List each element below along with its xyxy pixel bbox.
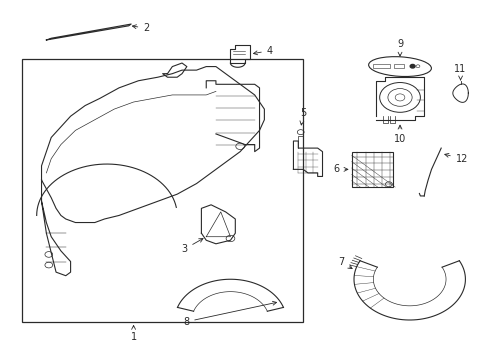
Text: 2: 2 [132, 23, 149, 33]
Text: 6: 6 [333, 165, 348, 174]
Text: 7: 7 [338, 257, 352, 269]
Bar [352, 152, 393, 187]
Text: 8: 8 [183, 301, 276, 327]
Text: 5: 5 [300, 108, 306, 125]
Bar [373, 64, 391, 68]
Text: 3: 3 [181, 239, 203, 254]
Text: 12: 12 [445, 153, 468, 164]
Text: 9: 9 [397, 39, 403, 56]
Circle shape [410, 64, 415, 68]
Text: 10: 10 [394, 125, 406, 144]
Bar [22, 59, 303, 322]
Text: 11: 11 [454, 64, 466, 80]
Bar [394, 64, 404, 68]
Text: 1: 1 [130, 325, 137, 342]
Text: 4: 4 [253, 46, 273, 56]
